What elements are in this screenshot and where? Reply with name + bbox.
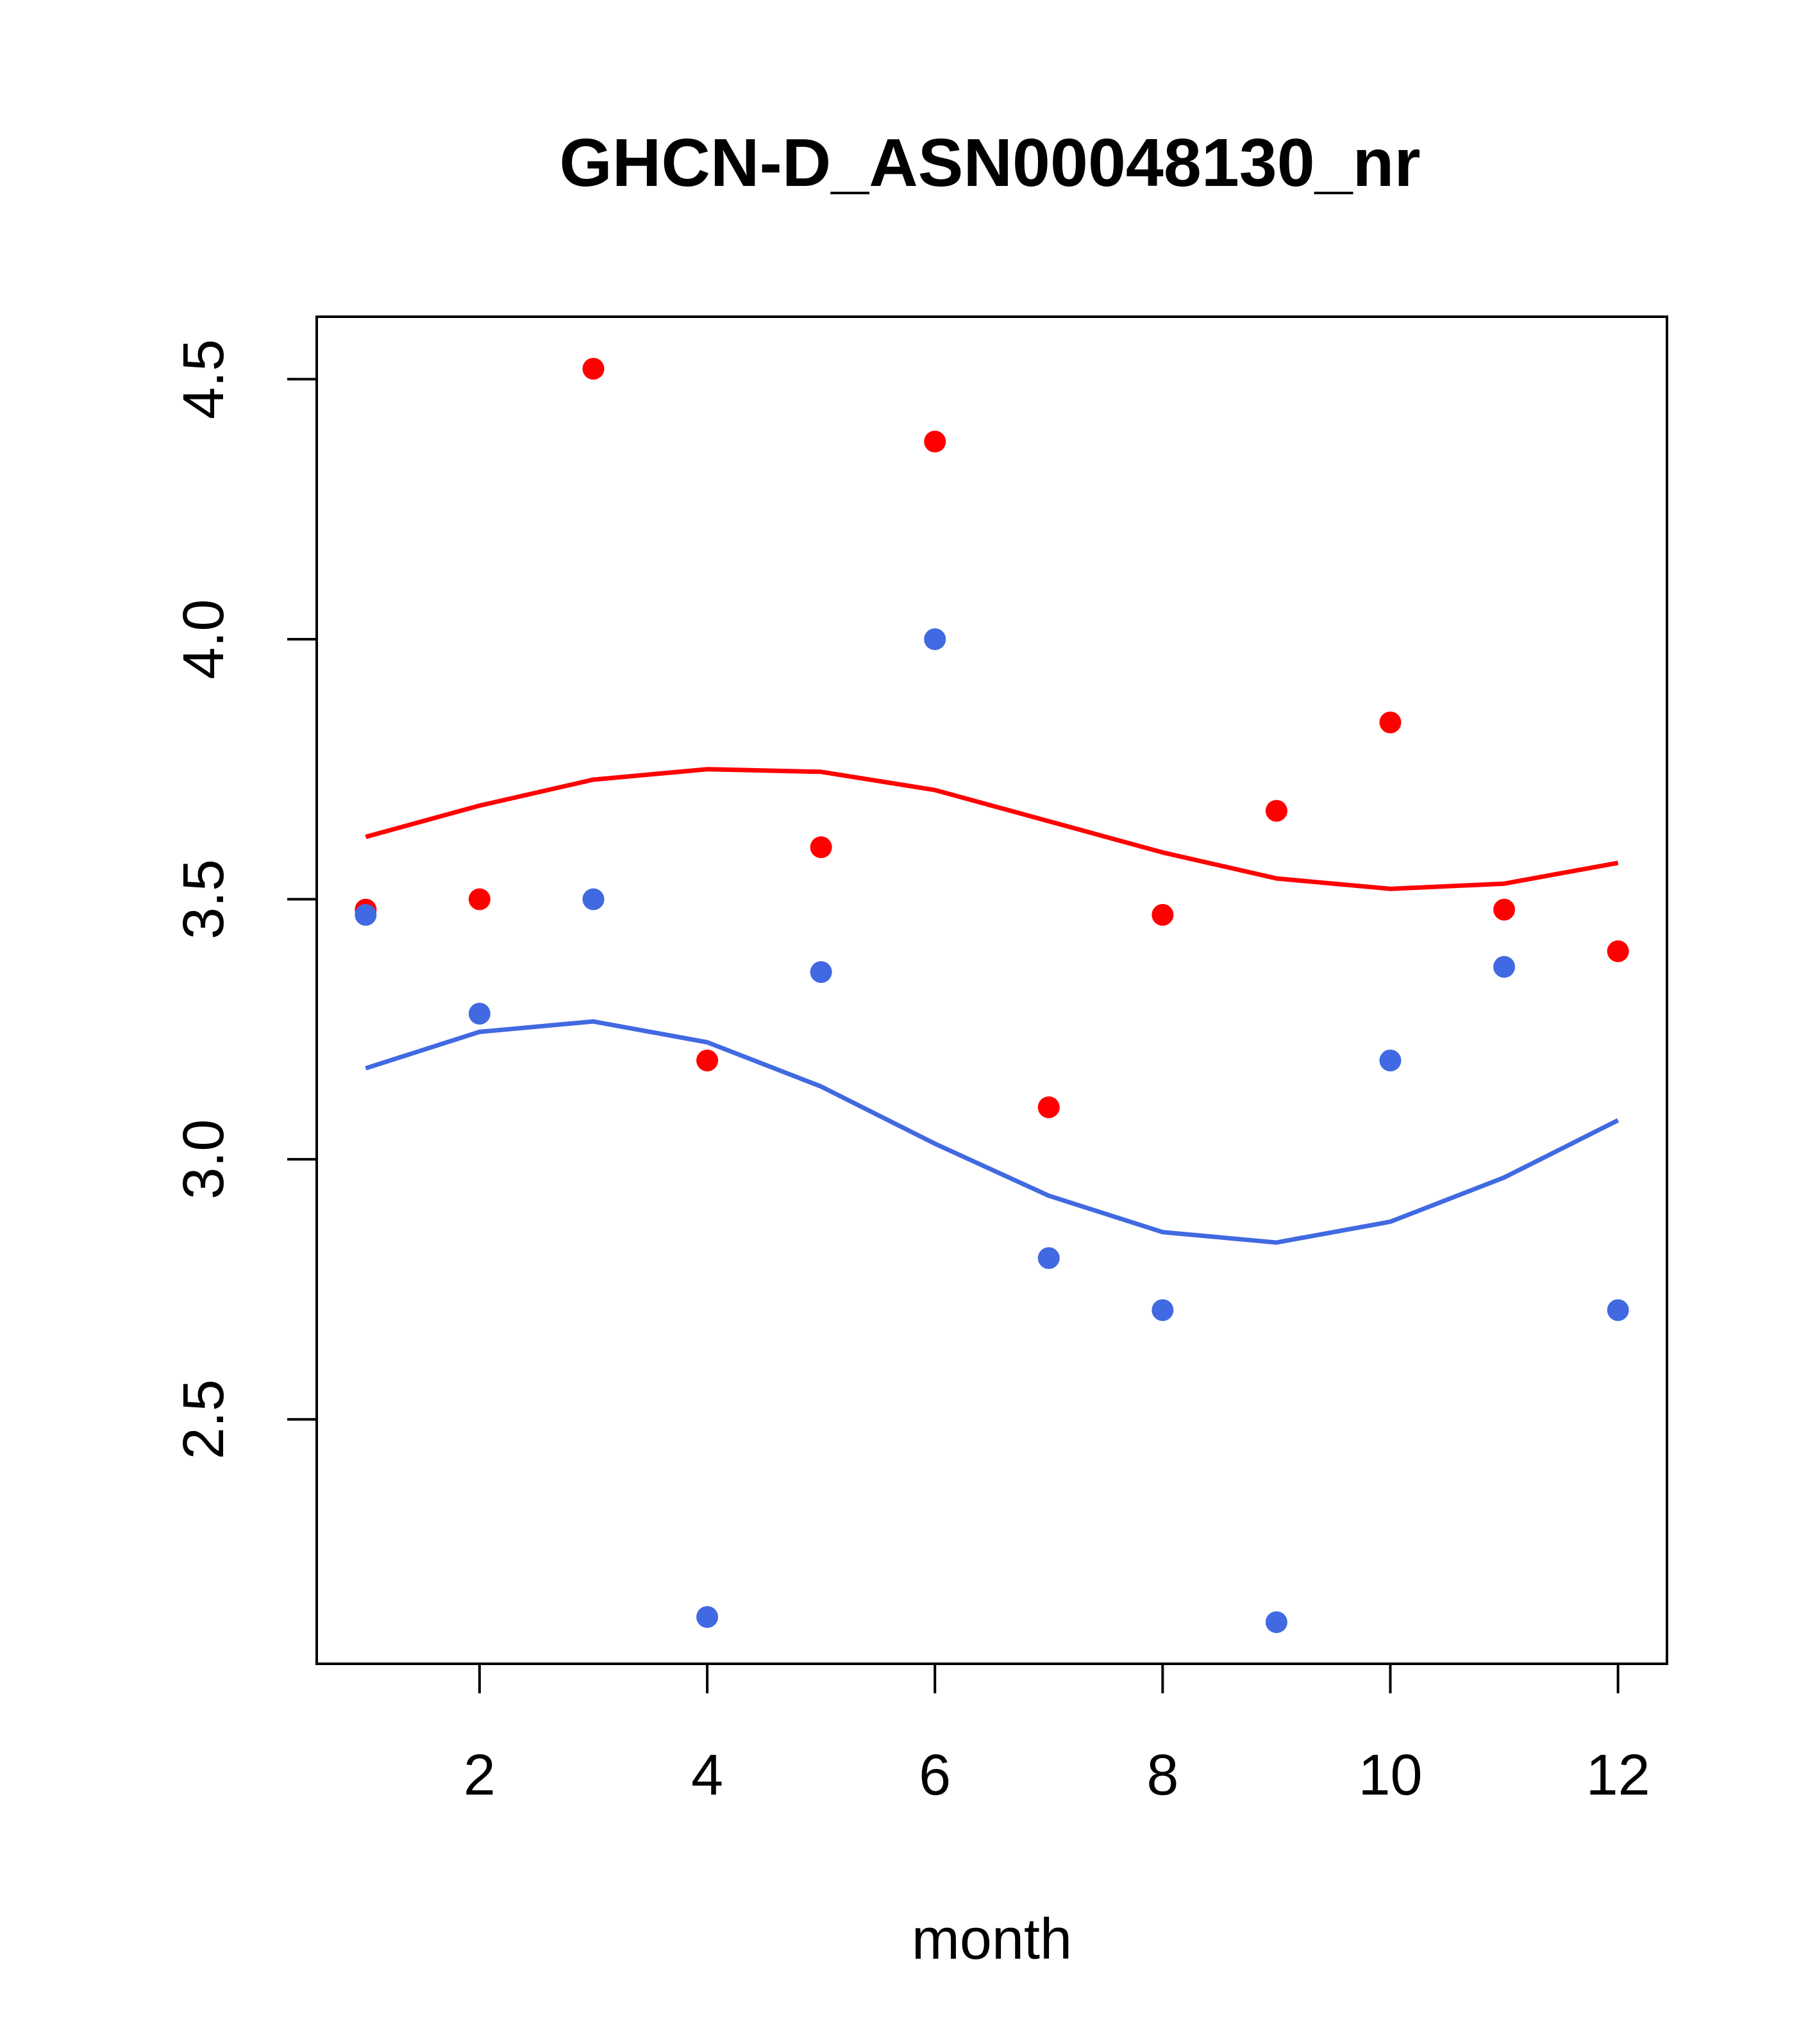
y-tick-label: 3.5 bbox=[172, 859, 236, 939]
x-axis: 2 4 6 8 10 12 bbox=[464, 1663, 1650, 1807]
data-point bbox=[924, 628, 946, 650]
x-tick-label: 4 bbox=[691, 1743, 723, 1807]
x-tick-label: 2 bbox=[464, 1743, 496, 1807]
series-line-3 bbox=[365, 1019, 1620, 1245]
data-point bbox=[810, 961, 832, 984]
data-point bbox=[1493, 955, 1516, 978]
data-point bbox=[1607, 940, 1629, 962]
data-point bbox=[1151, 1299, 1174, 1321]
series-points bbox=[355, 358, 1629, 1634]
x-tick-label: 10 bbox=[1358, 1743, 1422, 1807]
series-lines bbox=[365, 767, 1620, 1245]
x-tick-label: 8 bbox=[1146, 1743, 1178, 1807]
data-point bbox=[468, 1003, 490, 1025]
data-point bbox=[582, 888, 605, 910]
x-tick-label: 6 bbox=[919, 1743, 951, 1807]
y-tick-label: 2.5 bbox=[172, 1379, 236, 1459]
data-point bbox=[1379, 711, 1402, 733]
data-point bbox=[696, 1050, 719, 1072]
series-line-2 bbox=[365, 767, 1619, 891]
data-point bbox=[1265, 1611, 1287, 1634]
y-tick-label: 4.5 bbox=[172, 339, 236, 419]
y-tick-label: 4.0 bbox=[172, 599, 236, 679]
data-point bbox=[1265, 800, 1287, 822]
data-point bbox=[1037, 1096, 1060, 1119]
y-tick-label: 3.0 bbox=[172, 1119, 236, 1200]
data-point bbox=[1151, 903, 1174, 926]
data-point bbox=[468, 888, 490, 910]
data-point bbox=[696, 1605, 719, 1628]
data-point bbox=[810, 836, 832, 859]
y-axis: 2.5 3.0 3.5 4.0 4.5 bbox=[172, 339, 318, 1459]
data-point bbox=[1607, 1299, 1629, 1321]
data-point bbox=[924, 430, 946, 453]
data-point bbox=[1037, 1247, 1060, 1269]
x-tick-label: 12 bbox=[1586, 1743, 1650, 1807]
chart-title: GHCN-D_ASN00048130_nr bbox=[559, 125, 1420, 201]
data-point bbox=[1379, 1050, 1402, 1072]
data-point bbox=[1493, 898, 1516, 921]
x-axis-title: month bbox=[912, 1907, 1072, 1972]
plot-frame bbox=[315, 315, 1668, 1665]
data-point bbox=[355, 903, 377, 926]
data-point bbox=[582, 358, 605, 380]
